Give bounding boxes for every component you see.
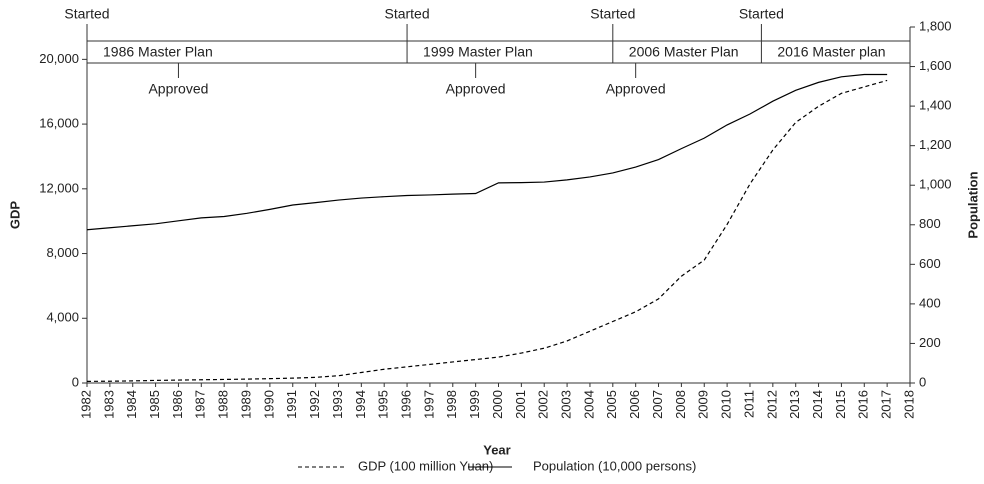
plan-label: 1986 Master Plan	[103, 44, 213, 60]
x-tick-label: 2012	[764, 390, 779, 419]
series-line	[86, 79, 888, 382]
x-tick-label: 1983	[101, 390, 116, 419]
x-tick-label: 2009	[696, 390, 711, 419]
x-tick-label: 2004	[581, 390, 596, 419]
y2-axis-title: Population	[965, 171, 980, 238]
plan-approve-label: Approved	[446, 81, 506, 97]
x-tick-label: 1989	[238, 390, 253, 419]
x-tick-label: 1999	[467, 390, 482, 419]
x-tick-label: 1982	[78, 390, 93, 419]
x-tick-label: 2002	[536, 390, 551, 419]
y-tick-label: 0	[72, 374, 79, 389]
y-tick-label: 12,000	[39, 180, 79, 195]
plan-start-label: Started	[384, 6, 429, 22]
plan-start-label: Started	[590, 6, 635, 22]
y-tick-label: 20,000	[39, 51, 79, 66]
x-tick-label: 1991	[284, 390, 299, 419]
x-tick-label: 2018	[901, 390, 916, 419]
x-tick-label: 1995	[376, 390, 391, 419]
x-tick-label: 1986	[170, 390, 185, 419]
x-tick-label: 1985	[147, 390, 162, 419]
legend-label: Population (10,000 persons)	[533, 458, 696, 473]
plan-label: 1999 Master Plan	[423, 44, 533, 60]
x-tick-label: 2010	[719, 390, 734, 419]
y-tick-label: 4,000	[46, 310, 79, 325]
x-tick-label: 1988	[216, 390, 231, 419]
y2-tick-label: 400	[919, 295, 941, 310]
x-tick-label: 2008	[673, 390, 688, 419]
x-tick-label: 2013	[787, 390, 802, 419]
x-tick-label: 2003	[559, 390, 574, 419]
x-tick-label: 1994	[353, 390, 368, 419]
y2-tick-label: 0	[919, 374, 926, 389]
x-tick-label: 2005	[604, 390, 619, 419]
x-tick-label: 1987	[193, 390, 208, 419]
plan-start-label: Started	[739, 6, 784, 22]
y2-tick-label: 200	[919, 335, 941, 350]
y2-tick-label: 1,200	[919, 137, 952, 152]
y2-tick-label: 800	[919, 216, 941, 231]
y2-tick-label: 600	[919, 256, 941, 271]
y-axis-title: GDP	[7, 201, 22, 230]
series-line	[86, 73, 888, 231]
x-tick-label: 2000	[490, 390, 505, 419]
x-tick-label: 1997	[421, 390, 436, 419]
plan-start-label: Started	[64, 6, 109, 22]
y2-tick-label: 1,000	[919, 177, 952, 192]
x-tick-label: 1996	[398, 390, 413, 419]
x-tick-label: 2006	[627, 390, 642, 419]
x-tick-label: 2015	[833, 390, 848, 419]
x-tick-label: 2014	[810, 390, 825, 419]
x-tick-label: 2017	[879, 390, 894, 419]
legend-label: GDP (100 million Yuan)	[358, 458, 493, 473]
y2-tick-label: 1,400	[919, 98, 952, 113]
y2-tick-label: 1,800	[919, 18, 952, 33]
x-tick-label: 2011	[741, 390, 756, 418]
x-tick-label: 1992	[307, 390, 322, 419]
x-tick-label: 2001	[513, 390, 528, 419]
plan-approve-label: Approved	[606, 81, 666, 97]
x-tick-label: 1984	[124, 390, 139, 419]
x-tick-label: 2016	[856, 390, 871, 419]
x-axis-title: Year	[483, 442, 510, 457]
x-tick-label: 1990	[261, 390, 276, 419]
y2-tick-label: 1,600	[919, 58, 952, 73]
x-tick-label: 1993	[330, 390, 345, 419]
x-tick-label: 1998	[444, 390, 459, 419]
plan-approve-label: Approved	[148, 81, 208, 97]
plan-label: 2006 Master Plan	[629, 44, 739, 60]
y-tick-label: 8,000	[46, 245, 79, 260]
y-tick-label: 16,000	[39, 116, 79, 131]
plan-label: 2016 Master plan	[777, 44, 885, 60]
x-tick-label: 2007	[650, 390, 665, 419]
